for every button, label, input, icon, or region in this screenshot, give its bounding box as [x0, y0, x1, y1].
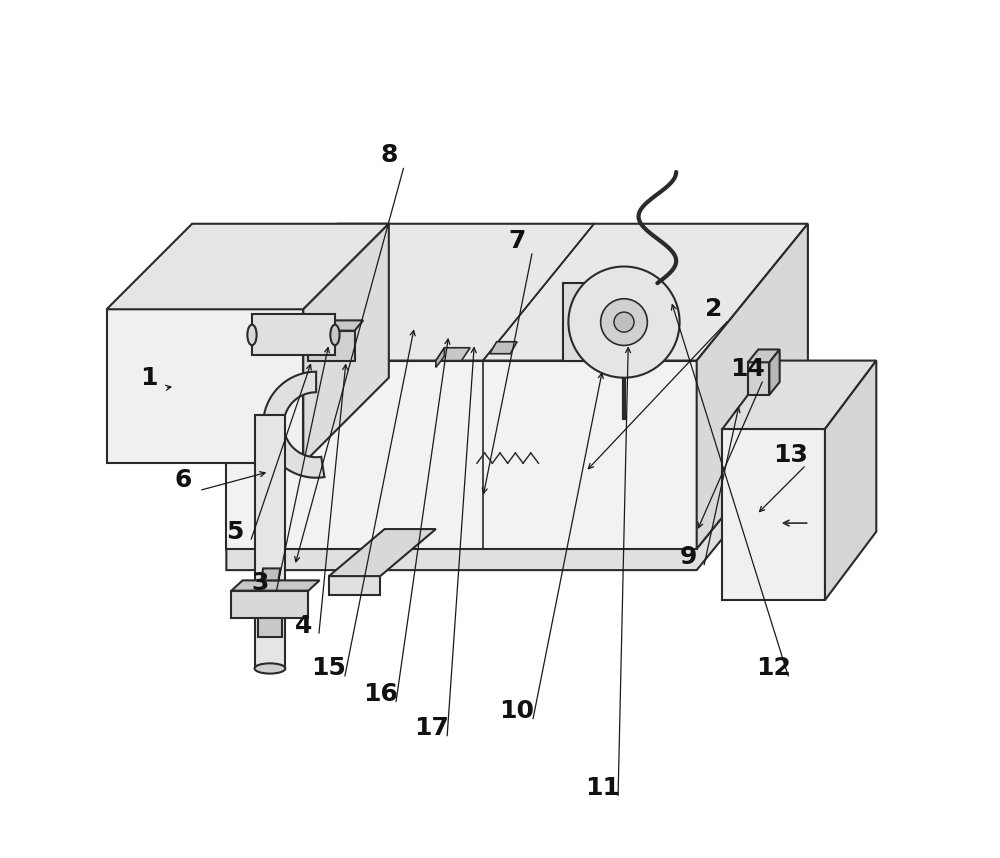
- Ellipse shape: [330, 324, 340, 345]
- Polygon shape: [263, 372, 324, 478]
- Polygon shape: [769, 349, 780, 395]
- Polygon shape: [697, 224, 808, 549]
- Polygon shape: [226, 224, 808, 360]
- Polygon shape: [748, 362, 769, 395]
- Polygon shape: [722, 429, 825, 600]
- Text: 5: 5: [226, 520, 244, 544]
- Circle shape: [614, 312, 634, 332]
- Polygon shape: [722, 360, 876, 429]
- Polygon shape: [226, 360, 697, 549]
- Polygon shape: [825, 360, 876, 600]
- Text: 12: 12: [756, 656, 791, 680]
- Text: 2: 2: [705, 297, 722, 321]
- Text: 11: 11: [585, 776, 620, 801]
- Text: 15: 15: [312, 656, 346, 680]
- Polygon shape: [563, 283, 635, 361]
- Polygon shape: [261, 568, 280, 580]
- Polygon shape: [329, 529, 436, 576]
- Polygon shape: [748, 349, 780, 362]
- Ellipse shape: [255, 663, 285, 674]
- Text: 8: 8: [380, 143, 398, 167]
- Polygon shape: [308, 330, 355, 360]
- Polygon shape: [436, 347, 444, 367]
- Polygon shape: [231, 580, 320, 590]
- Text: 10: 10: [500, 699, 535, 723]
- Text: 13: 13: [773, 443, 808, 467]
- Text: 17: 17: [414, 716, 449, 740]
- Polygon shape: [107, 309, 303, 463]
- Polygon shape: [329, 576, 380, 595]
- Polygon shape: [107, 224, 389, 309]
- Text: 3: 3: [252, 571, 269, 595]
- Polygon shape: [252, 314, 335, 355]
- Polygon shape: [258, 618, 282, 637]
- Text: 9: 9: [679, 546, 697, 570]
- Ellipse shape: [247, 324, 257, 345]
- Text: 14: 14: [731, 357, 765, 381]
- Polygon shape: [303, 224, 389, 463]
- Polygon shape: [226, 412, 808, 570]
- Text: 16: 16: [363, 682, 398, 706]
- Circle shape: [568, 267, 680, 378]
- Polygon shape: [255, 415, 285, 668]
- Polygon shape: [436, 347, 470, 360]
- Circle shape: [601, 299, 647, 346]
- Text: 6: 6: [175, 468, 192, 492]
- Polygon shape: [308, 320, 363, 330]
- Text: 4: 4: [295, 613, 312, 637]
- Text: 1: 1: [141, 366, 158, 390]
- Polygon shape: [231, 590, 308, 618]
- Text: 7: 7: [508, 229, 526, 253]
- Polygon shape: [490, 341, 517, 353]
